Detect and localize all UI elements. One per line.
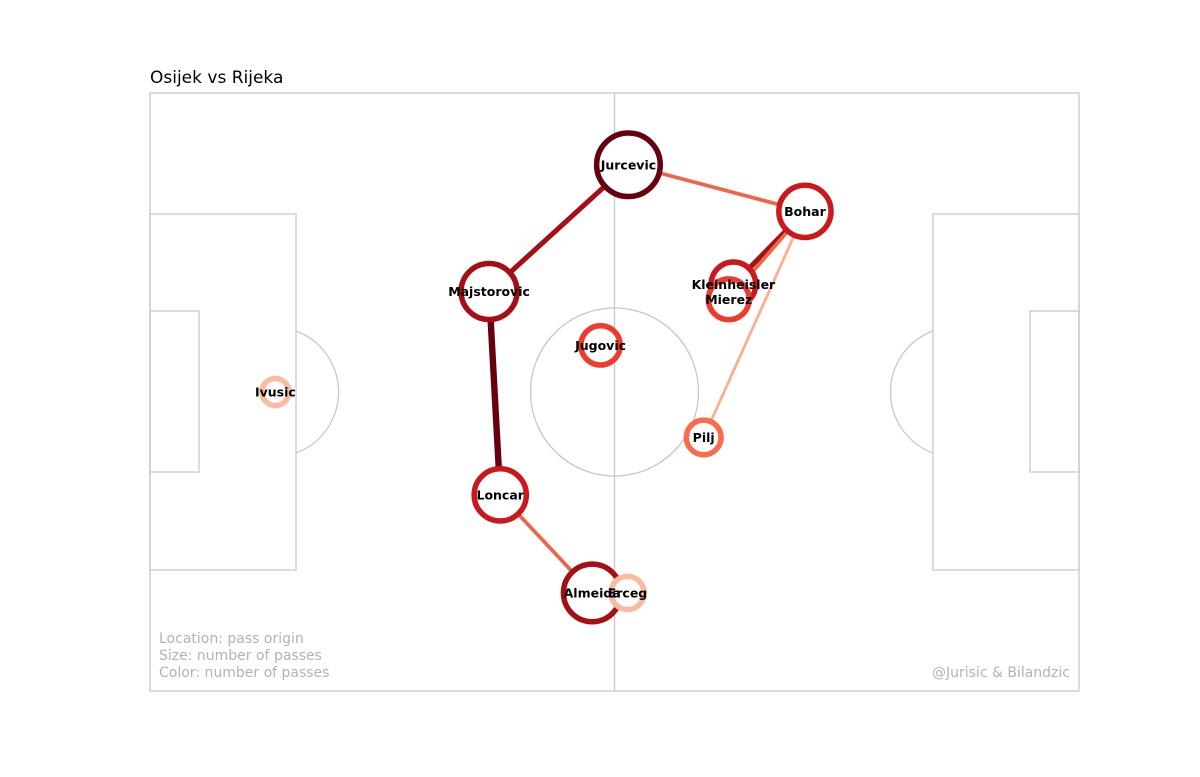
player-node-majstorovic — [458, 260, 520, 323]
player-circle-mierez — [705, 276, 752, 323]
player-label-pilj: Pilj — [693, 430, 715, 445]
player-label-majstorovic: Majstorovic — [448, 284, 530, 299]
player-node-jurcevic — [593, 130, 663, 200]
player-label-almeida: Almeida — [564, 585, 621, 600]
player-circle-erceg — [608, 573, 647, 613]
right-penalty-arc — [889, 330, 934, 454]
player-label-erceg: Erceg — [608, 585, 648, 600]
pass-edge-bohar-pilj — [702, 210, 807, 439]
legend-color: Color: number of passes — [159, 665, 329, 681]
left-six-yard-box — [149, 310, 200, 473]
player-node-erceg — [608, 573, 647, 613]
player-label-kleinheisler: Kleinheisler — [692, 277, 776, 292]
player-circle-majstorovic — [458, 260, 520, 323]
player-circle-loncar — [471, 466, 530, 524]
player-node-bohar — [776, 182, 834, 241]
right-six-yard-box — [1029, 310, 1080, 473]
pass-edge-majstorovic-loncar — [485, 291, 504, 496]
player-label-mierez: Mierez — [705, 292, 752, 307]
player-node-jugovic — [578, 322, 623, 368]
credit-text: @Jurisic & Bilandzic — [932, 665, 1070, 681]
player-label-jurcevic: Jurcevic — [600, 157, 656, 172]
player-circle-pilj — [683, 417, 724, 458]
player-label-jugovic: Jugovic — [574, 338, 626, 353]
player-label-bohar: Bohar — [784, 204, 826, 219]
player-circle-jugovic — [578, 322, 623, 368]
left-penalty-arc — [295, 330, 340, 454]
player-label-loncar: Loncar — [476, 487, 524, 502]
legend-size: Size: number of passes — [159, 648, 322, 664]
player-node-loncar — [471, 466, 530, 524]
legend-location: Location: pass origin — [159, 631, 304, 647]
player-node-mierez — [705, 276, 752, 323]
pass-edges — [485, 162, 807, 595]
legend: Location: pass origin Size: number of pa… — [159, 631, 329, 681]
player-node-ivusic — [259, 375, 292, 409]
player-circle-ivusic — [259, 375, 292, 409]
chart-title: Osijek vs Rijeka — [150, 68, 284, 88]
center-circle — [529, 307, 700, 477]
player-circle-jurcevic — [593, 130, 663, 200]
player-label-ivusic: Ivusic — [255, 385, 296, 400]
player-nodes: Jurcevic Bohar Majstorovic KleinheislerMier… — [255, 130, 834, 625]
player-node-pilj — [683, 417, 724, 458]
player-circle-bohar — [776, 182, 834, 241]
right-penalty-box — [932, 213, 1080, 571]
